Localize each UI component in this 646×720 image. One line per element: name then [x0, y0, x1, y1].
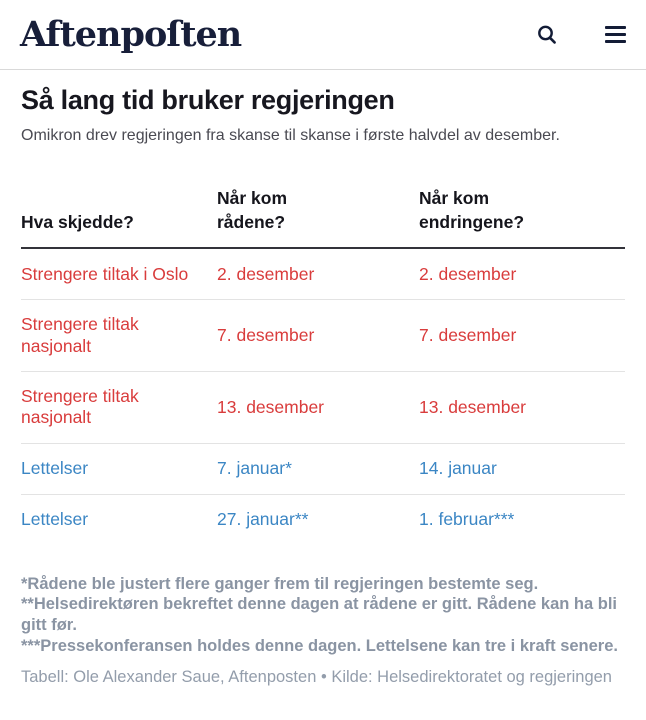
cell-advice-date: 7. januar* [217, 457, 292, 478]
article-content: Så lang tid bruker regjeringen Omikron d… [0, 85, 646, 687]
table-body: Strengere tiltak i Oslo 2. desember 2. d… [21, 249, 625, 545]
search-icon[interactable] [536, 24, 558, 46]
table-header-row: Hva skjedde? Når kom rådene? Når kom end… [21, 187, 625, 250]
footnote-1: *Rådene ble justert flere ganger frem ti… [21, 574, 539, 593]
table-row: Strengere tiltak nasjonalt 7. desember 7… [21, 300, 625, 372]
cell-change-date: 14. januar [419, 457, 497, 478]
cell-what: Lettelser [21, 457, 89, 478]
hamburger-menu-icon[interactable] [605, 26, 626, 43]
table-row: Lettelser 27. januar** 1. februar*** [21, 495, 625, 546]
table-credit-source: Tabell: Ole Alexander Saue, Aftenposten … [21, 667, 612, 686]
cell-what: Strengere tiltak nasjonalt [21, 314, 139, 356]
column-header-advice: Når kom rådene? [217, 188, 288, 232]
footnote-2: **Helsedirektøren bekreftet denne dagen … [21, 595, 618, 635]
table-row: Strengere tiltak nasjonalt 13. desember … [21, 372, 625, 444]
page-title: Så lang tid bruker regjeringen [21, 85, 395, 115]
cell-advice-date: 27. januar** [217, 509, 309, 530]
cell-what: Lettelser [21, 509, 89, 530]
cell-what: Strengere tiltak i Oslo [21, 263, 189, 284]
cell-advice-date: 13. desember [217, 396, 325, 417]
cell-advice-date: 7. desember [217, 324, 315, 345]
column-header-change: Når kom endringene? [419, 188, 525, 232]
article-subtitle: Omikron drev regjeringen fra skanse til … [21, 127, 560, 144]
table-row: Strengere tiltak i Oslo 2. desember 2. d… [21, 249, 625, 301]
government-timing-table: Hva skjedde? Når kom rådene? Når kom end… [21, 187, 625, 546]
header-icons [536, 24, 626, 46]
cell-change-date: 7. desember [419, 324, 517, 345]
aftenposten-logo[interactable]: Aftenpoſten [20, 14, 242, 55]
cell-advice-date: 2. desember [217, 263, 315, 284]
footnotes: *Rådene ble justert flere ganger frem ti… [21, 574, 625, 657]
column-header-what: Hva skjedde? [21, 211, 134, 232]
table-row: Lettelser 7. januar* 14. januar [21, 444, 625, 495]
site-header: Aftenpoſten [0, 0, 646, 70]
cell-change-date: 13. desember [419, 396, 527, 417]
cell-change-date: 1. februar*** [419, 509, 515, 530]
cell-what: Strengere tiltak nasjonalt [21, 385, 139, 428]
footnote-3: ***Pressekonferansen holdes denne dagen.… [21, 636, 618, 655]
cell-change-date: 2. desember [419, 263, 517, 284]
